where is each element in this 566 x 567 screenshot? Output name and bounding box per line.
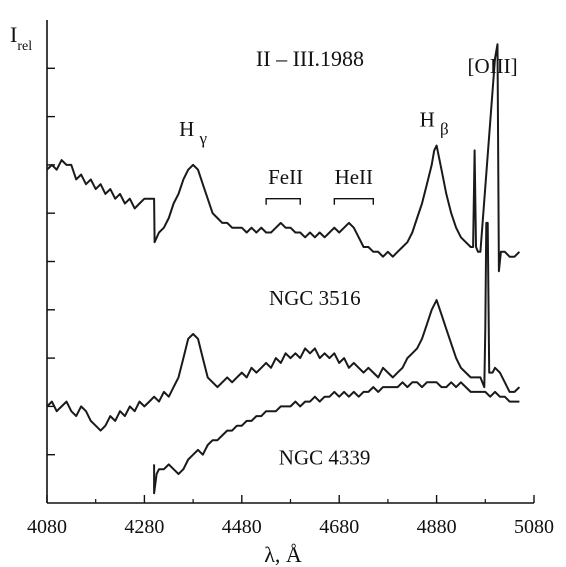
- series-line-3: [153, 381, 520, 495]
- h-gamma-label: H γ: [179, 117, 207, 148]
- series-line-1: [46, 43, 521, 273]
- x-tick-label: 5080: [514, 516, 554, 538]
- x-tick-label: 4680: [319, 516, 359, 538]
- y-axis-label: Irel: [10, 22, 32, 54]
- x-tick-label: 4480: [222, 516, 262, 538]
- x-tick-label: 4880: [417, 516, 457, 538]
- heii-label: HeII: [335, 165, 373, 189]
- axes: 4080 4280 4480 4680 4880 5080: [27, 20, 554, 538]
- x-tick-label: 4080: [27, 516, 67, 538]
- annotations: H γ FeII HeII H β [OIII] NGC 3516 NGC 4339: [179, 54, 518, 469]
- x-axis-label: λ, Å: [264, 542, 302, 567]
- y-axis-label-main: I: [10, 22, 17, 47]
- chart-title: II – III.1988: [256, 46, 364, 71]
- y-axis-label-sub: rel: [17, 39, 32, 54]
- heii-bracket: [333, 198, 374, 205]
- feii-label: FeII: [268, 165, 303, 189]
- feii-bracket: [265, 198, 301, 205]
- x-tick-label: 4280: [124, 516, 164, 538]
- oiii-label: [OIII]: [468, 54, 518, 78]
- ngc4339-label: NGC 4339: [279, 445, 371, 469]
- series-group: [46, 43, 521, 495]
- h-beta-label: H β: [420, 107, 449, 138]
- series-line-2: [46, 221, 521, 432]
- ngc3516-label: NGC 3516: [269, 286, 361, 310]
